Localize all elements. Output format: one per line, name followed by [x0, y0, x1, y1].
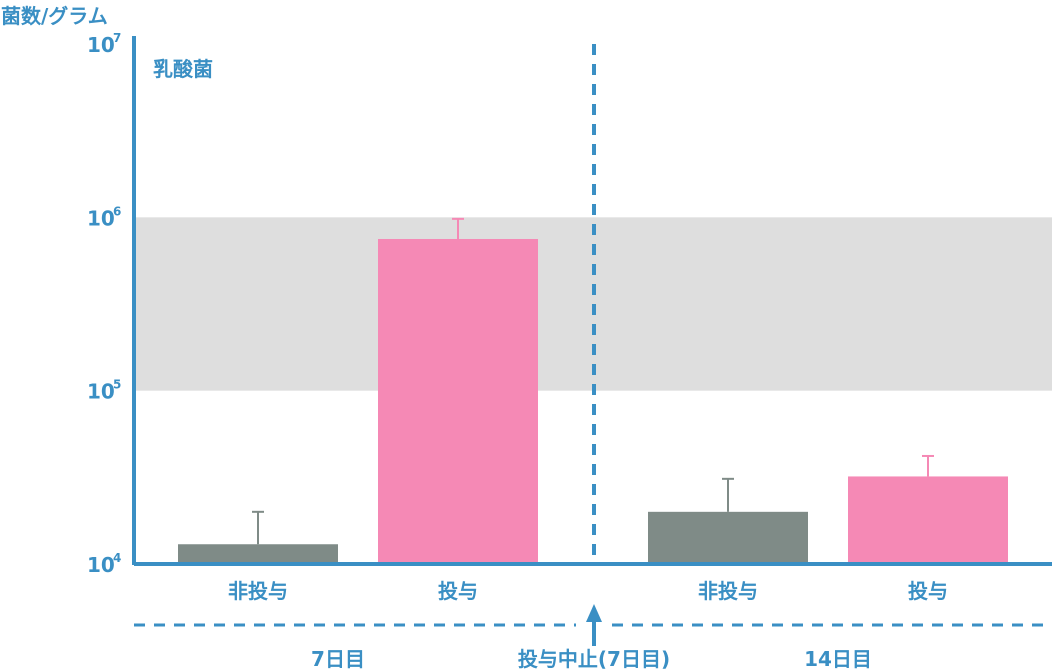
y-tick-label: 10 — [87, 380, 115, 404]
bar — [848, 476, 1008, 564]
category-labels: 非投与 投与 非投与 投与 — [228, 579, 948, 603]
y-tick-exponent: 7 — [113, 31, 121, 45]
y-tick-exponent: 5 — [113, 378, 121, 392]
category-label: 投与 — [438, 579, 478, 603]
y-tick-exponent: 6 — [113, 204, 121, 218]
divider-arrow-head — [586, 604, 602, 622]
group-label-day14: 14日目 — [804, 647, 872, 671]
category-label: 非投与 — [698, 579, 758, 603]
bars — [178, 217, 1008, 564]
group-label-day7: 7日目 — [311, 647, 365, 671]
bar — [648, 511, 808, 564]
y-tick-label: 10 — [87, 553, 115, 577]
annotation-label: 乳酸菌 — [153, 57, 213, 81]
y-tick-exponent: 4 — [113, 551, 121, 565]
category-label: 非投与 — [228, 579, 288, 603]
bar — [178, 544, 338, 564]
y-axis-label: 菌数/グラム — [1, 4, 108, 28]
bar — [378, 238, 538, 564]
y-tick-label: 10 — [87, 206, 115, 230]
category-label: 投与 — [908, 579, 948, 603]
y-tick-label: 10 — [87, 33, 115, 57]
divider-label: 投与中止(7日目) — [518, 647, 670, 671]
